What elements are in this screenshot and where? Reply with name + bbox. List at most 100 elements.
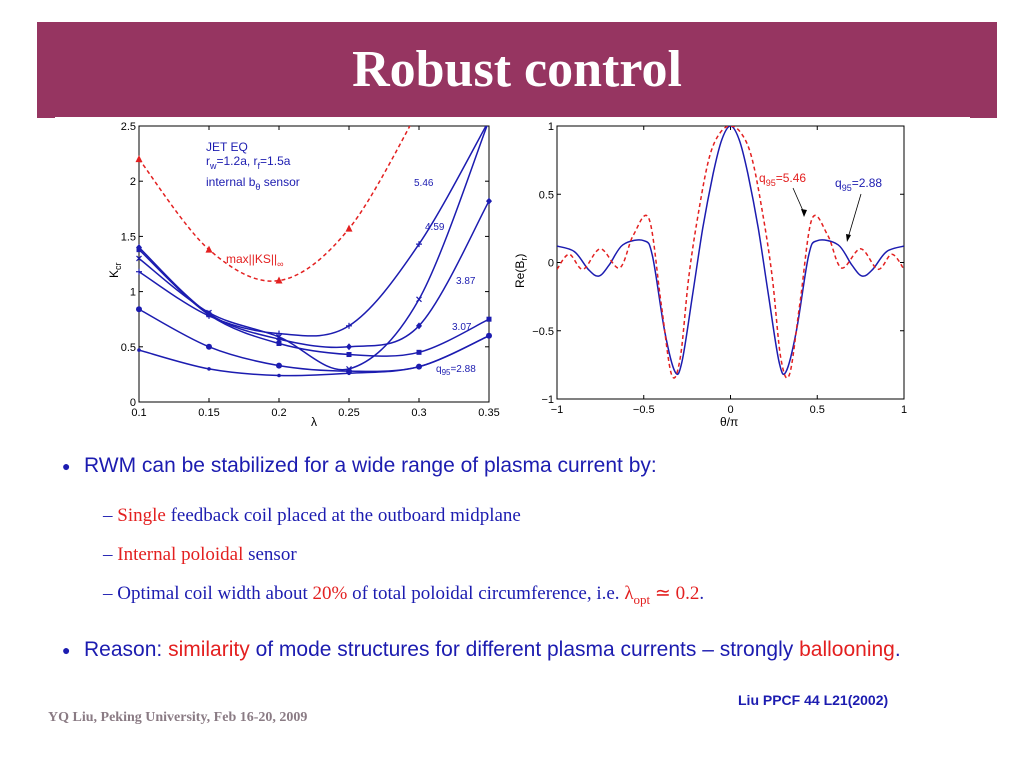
sub2-text: sensor — [243, 544, 297, 565]
arrow-5-46 — [792, 187, 805, 214]
y-tick-label: 1 — [548, 121, 554, 133]
x-tick-label: 0.2 — [271, 407, 286, 419]
sub-bullet-width: – Optimal coil width about 20% of total … — [103, 582, 704, 608]
data-point — [346, 352, 352, 358]
data-point — [346, 322, 352, 329]
y-tick-label: 1.5 — [121, 231, 136, 243]
dash: – — [103, 544, 113, 565]
bullet-rwm-text: RWM can be stabilized for a wide range o… — [84, 454, 657, 477]
annotation-line-2: rw=1.2a, rf=1.5a — [206, 154, 291, 171]
sub3-highlight: 20% — [312, 583, 348, 604]
y-tick-label: −0.5 — [532, 326, 554, 338]
reb-chart: −1 −0.5 0 0.5 1 −1 −0.5 0 0.5 1 q95=5.46 q95=2.88… — [513, 121, 907, 429]
x-tick-label: 1 — [901, 404, 907, 416]
bullet-reason: ● Reason: similarity of mode structures f… — [62, 630, 967, 670]
data-point — [486, 316, 492, 322]
data-point — [276, 330, 282, 337]
data-point — [206, 312, 212, 318]
arrowhead-5-46 — [801, 209, 807, 217]
series-line — [139, 126, 411, 282]
data-point — [275, 276, 283, 284]
footer-author: YQ Liu, Peking University, Feb 16-20, 20… — [48, 710, 308, 725]
series-label-5-46: 5.46 — [414, 178, 434, 189]
x-tick-label: 0.5 — [810, 404, 825, 416]
series-label-q95-5-46: q95=5.46 — [759, 171, 806, 188]
kcr-ylabel: Kcr — [107, 262, 123, 278]
lambda-value: 0.2 — [675, 583, 700, 604]
x-tick-label: 0.1 — [131, 407, 146, 419]
data-point — [276, 340, 282, 346]
series-line — [557, 126, 904, 379]
footer-reference: Liu PPCF 44 L21(2002) — [738, 692, 889, 708]
x-tick-label: 0.3 — [411, 407, 426, 419]
data-point — [276, 362, 282, 369]
series-label-2-88: q95=2.88 — [436, 364, 476, 377]
data-point — [347, 371, 351, 376]
sub1-text: feedback coil placed at the outboard mid… — [165, 505, 521, 526]
dash: – — [103, 583, 113, 604]
kcr-chart: 0.1 0.15 0.2 0.25 0.3 0.35 0 0.5 1 1.5 2 2.5 JET EQ… — [107, 121, 500, 429]
lambda-symbol: λ — [624, 583, 634, 604]
y-tick-label: −1 — [541, 394, 554, 406]
title-banner — [37, 22, 997, 118]
data-point — [136, 255, 142, 262]
sub-bullet-single: – Single feedback coil placed at the out… — [103, 505, 521, 527]
data-point — [416, 322, 422, 330]
series-line — [139, 126, 488, 371]
lambda-subscript: opt — [633, 591, 651, 607]
data-point — [137, 348, 141, 352]
y-tick-label: 0 — [130, 397, 136, 409]
data-point — [136, 268, 142, 275]
data-point — [136, 306, 142, 313]
data-point — [416, 296, 422, 303]
data-point — [416, 349, 422, 355]
sub2-highlight: Internal poloidal — [117, 544, 244, 565]
data-point — [136, 247, 142, 253]
data-point — [417, 364, 421, 369]
x-tick-label: −1 — [551, 404, 564, 416]
reb-plot-frame — [556, 125, 905, 400]
kcr-xlabel: λ — [311, 415, 317, 429]
y-tick-label: 0 — [548, 258, 554, 270]
y-tick-label: 0.5 — [539, 189, 554, 201]
bullet-dot: ● — [62, 642, 71, 659]
x-tick-label: −0.5 — [633, 404, 655, 416]
data-point — [416, 241, 422, 248]
sub3-mid: of total poloidal circumference, i.e. — [347, 583, 625, 604]
x-tick-label: 0.25 — [338, 407, 359, 419]
arrow-2-88 — [847, 193, 862, 239]
reb-xlabel: θ/π — [720, 415, 738, 429]
reason-highlight-2: ballooning — [799, 638, 895, 661]
reason-highlight: similarity — [168, 638, 250, 661]
x-tick-label: 0 — [727, 404, 733, 416]
y-tick-label: 2 — [130, 176, 136, 188]
banner-divider — [55, 117, 970, 119]
reason-pre: Reason: — [84, 638, 169, 661]
x-tick-label: 0.15 — [198, 407, 219, 419]
sub3-pre: Optimal coil width about — [117, 583, 313, 604]
sub3-end: . — [699, 583, 705, 604]
approx-symbol: ≃ — [650, 583, 676, 604]
x-tick-label: 0.35 — [478, 407, 499, 419]
data-point — [346, 343, 352, 351]
series-line — [557, 126, 904, 376]
series-label-maxks: max||KS||∞ — [226, 252, 284, 269]
y-tick-label: 2.5 — [121, 121, 136, 133]
series-label-3-07: 3.07 — [452, 322, 472, 333]
reb-ylabel: Re(Br) — [513, 254, 529, 288]
series-label-3-87: 3.87 — [456, 276, 476, 287]
series-label-q95-2-88: q95=2.88 — [835, 176, 882, 193]
data-point — [487, 333, 491, 338]
annotation-line-1: JET EQ — [206, 140, 248, 154]
y-tick-label: 0.5 — [121, 342, 136, 354]
reason-mid: of mode structures for different plasma … — [249, 638, 800, 661]
y-tick-label: 1 — [130, 287, 136, 299]
data-point — [277, 373, 281, 378]
series-line — [139, 126, 487, 337]
sub-bullet-sensor: – Internal poloidal sensor — [103, 544, 297, 566]
annotation-line-3: internal bθ sensor — [206, 175, 300, 192]
data-point — [276, 333, 282, 340]
data-point — [205, 245, 213, 253]
sub1-highlight: Single — [117, 505, 166, 526]
